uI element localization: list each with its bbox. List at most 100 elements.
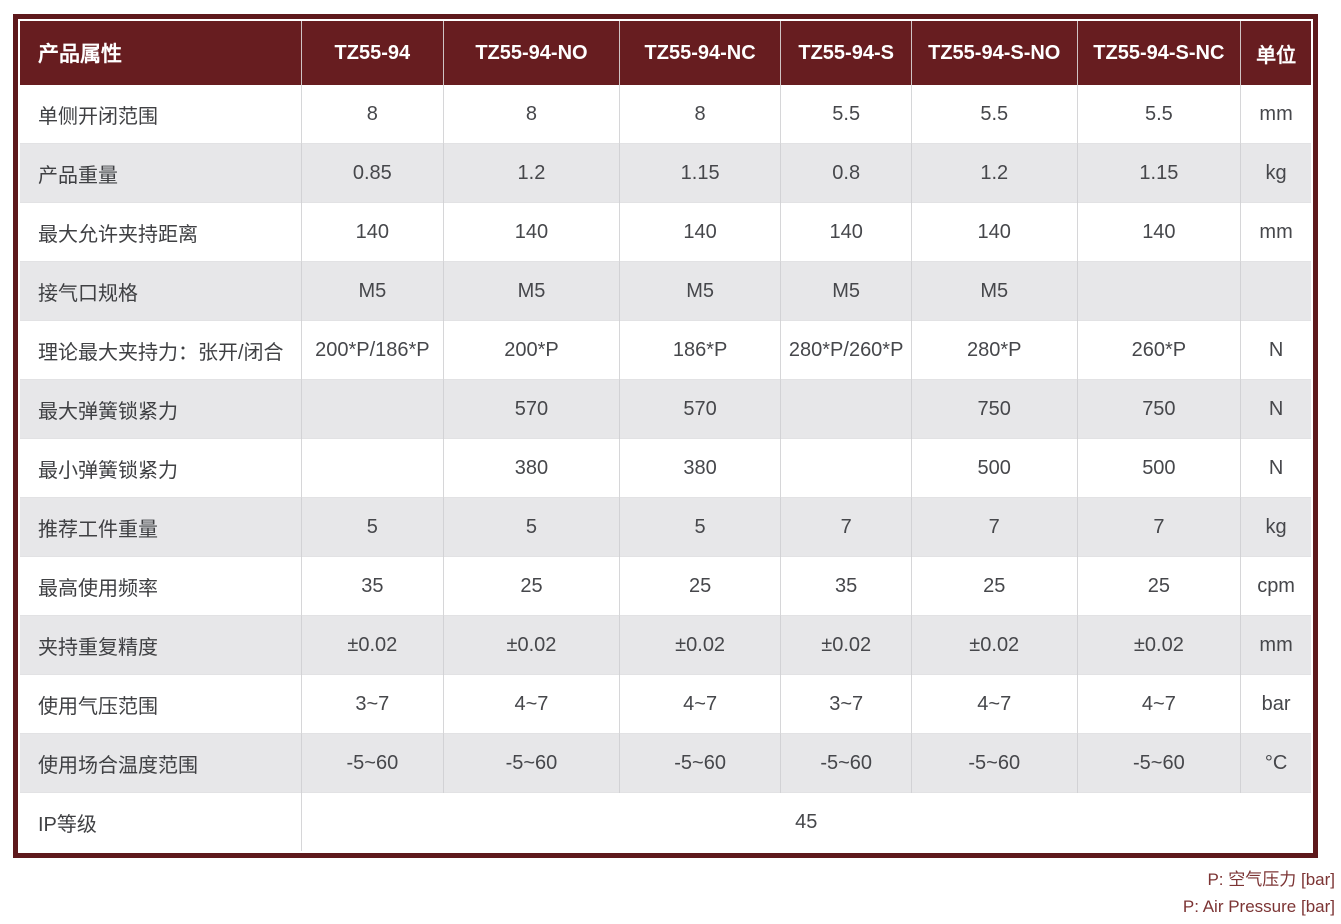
- product-spec-table: 产品属性 TZ55-94 TZ55-94-NO TZ55-94-NC TZ55-…: [20, 21, 1311, 851]
- cell: 140: [300, 202, 444, 262]
- cell: 8: [300, 85, 444, 144]
- cell: -5~60: [443, 733, 620, 793]
- row-label: 夹持重复精度: [20, 615, 302, 675]
- cell: 4~7: [443, 674, 620, 734]
- cell: 140: [910, 202, 1078, 262]
- cell: 3~7: [780, 674, 912, 734]
- cell: 5: [618, 497, 781, 557]
- cell: 280*P: [910, 320, 1078, 380]
- cell: 200*P/186*P: [300, 320, 444, 380]
- cell: [780, 438, 912, 498]
- cell: 25: [1076, 556, 1241, 616]
- cell: -5~60: [618, 733, 781, 793]
- cell: 750: [910, 379, 1078, 439]
- cell: 35: [780, 556, 912, 616]
- cell: M5: [780, 261, 912, 321]
- row-label: 最大弹簧锁紧力: [20, 379, 302, 439]
- column-header-tz55-94-s-no: TZ55-94-S-NO: [910, 21, 1078, 85]
- row-label: 最大允许夹持距离: [20, 202, 302, 262]
- cell: 570: [443, 379, 620, 439]
- cell: ±0.02: [618, 615, 781, 675]
- table-row: 最大允许夹持距离 140 140 140 140 140 140 mm: [20, 202, 1311, 262]
- cell: [300, 379, 444, 439]
- cell: ±0.02: [1076, 615, 1241, 675]
- column-header-attribute: 产品属性: [20, 21, 302, 85]
- row-label: 理论最大夹持力：张开/闭合: [20, 320, 302, 380]
- cell: 5: [443, 497, 620, 557]
- cell: 8: [618, 85, 781, 144]
- row-label: 使用场合温度范围: [20, 733, 302, 793]
- footnote-air-pressure-cn: P: 空气压力 [bar]: [1207, 870, 1335, 889]
- cell: 5.5: [1076, 85, 1241, 144]
- cell: 1.2: [443, 143, 620, 203]
- row-label: 推荐工件重量: [20, 497, 302, 557]
- cell: 1.15: [618, 143, 781, 203]
- cell: 186*P: [618, 320, 781, 380]
- cell: 4~7: [1076, 674, 1241, 734]
- header-row: 产品属性 TZ55-94 TZ55-94-NO TZ55-94-NC TZ55-…: [20, 21, 1311, 85]
- unit-cell: kg: [1240, 143, 1311, 203]
- cell: ±0.02: [300, 615, 444, 675]
- cell: 5: [300, 497, 444, 557]
- table-row: 单侧开闭范围 8 8 8 5.5 5.5 5.5 mm: [20, 85, 1311, 144]
- row-label: IP等级: [20, 792, 302, 851]
- column-header-tz55-94-no: TZ55-94-NO: [443, 21, 620, 85]
- cell: 25: [910, 556, 1078, 616]
- table-row: 接气口规格 M5 M5 M5 M5 M5: [20, 261, 1311, 321]
- cell: ±0.02: [443, 615, 620, 675]
- unit-cell: kg: [1240, 497, 1311, 557]
- cell: 5.5: [780, 85, 912, 144]
- cell: -5~60: [780, 733, 912, 793]
- table-row: 最高使用频率 35 25 25 35 25 25 cpm: [20, 556, 1311, 616]
- cell: 140: [1076, 202, 1241, 262]
- cell: 380: [443, 438, 620, 498]
- cell: -5~60: [910, 733, 1078, 793]
- row-label: 单侧开闭范围: [20, 85, 302, 144]
- cell: -5~60: [300, 733, 444, 793]
- cell: 140: [443, 202, 620, 262]
- cell: 260*P: [1076, 320, 1241, 380]
- column-header-tz55-94-nc: TZ55-94-NC: [618, 21, 781, 85]
- table-row: 最小弹簧锁紧力 380 380 500 500 N: [20, 438, 1311, 498]
- merged-cell-ip-rating: 45: [300, 792, 1311, 851]
- cell: 7: [910, 497, 1078, 557]
- cell: M5: [618, 261, 781, 321]
- table-row: 使用场合温度范围 -5~60 -5~60 -5~60 -5~60 -5~60 -…: [20, 733, 1311, 793]
- cell: 3~7: [300, 674, 444, 734]
- unit-cell: °C: [1240, 733, 1311, 793]
- cell: 140: [780, 202, 912, 262]
- cell: 500: [1076, 438, 1241, 498]
- footnote-air-pressure-en: P: Air Pressure [bar]: [1182, 897, 1335, 916]
- table-row: 产品重量 0.85 1.2 1.15 0.8 1.2 1.15 kg: [20, 143, 1311, 203]
- cell: 570: [618, 379, 781, 439]
- cell: 1.2: [910, 143, 1078, 203]
- cell: -5~60: [1076, 733, 1241, 793]
- table-row: 理论最大夹持力：张开/闭合 200*P/186*P 200*P 186*P 28…: [20, 320, 1311, 380]
- cell: [1076, 261, 1241, 321]
- cell: [780, 379, 912, 439]
- unit-cell: bar: [1240, 674, 1311, 734]
- cell: 140: [618, 202, 781, 262]
- unit-cell: N: [1240, 379, 1311, 439]
- table-row-ip-rating: IP等级 45: [20, 792, 1311, 851]
- unit-cell: mm: [1240, 615, 1311, 675]
- cell: ±0.02: [780, 615, 912, 675]
- column-header-tz55-94-s-nc: TZ55-94-S-NC: [1076, 21, 1241, 85]
- column-header-tz55-94-s: TZ55-94-S: [780, 21, 912, 85]
- cell: 380: [618, 438, 781, 498]
- cell: 7: [780, 497, 912, 557]
- cell: [300, 438, 444, 498]
- cell: M5: [300, 261, 444, 321]
- table-row: 推荐工件重量 5 5 5 7 7 7 kg: [20, 497, 1311, 557]
- table-row: 最大弹簧锁紧力 570 570 750 750 N: [20, 379, 1311, 439]
- cell: 7: [1076, 497, 1241, 557]
- cell: 25: [618, 556, 781, 616]
- cell: 25: [443, 556, 620, 616]
- cell: 4~7: [618, 674, 781, 734]
- cell: 750: [1076, 379, 1241, 439]
- unit-cell: cpm: [1240, 556, 1311, 616]
- row-label: 最小弹簧锁紧力: [20, 438, 302, 498]
- row-label: 使用气压范围: [20, 674, 302, 734]
- table-row: 使用气压范围 3~7 4~7 4~7 3~7 4~7 4~7 bar: [20, 674, 1311, 734]
- column-header-unit: 单位: [1240, 21, 1311, 85]
